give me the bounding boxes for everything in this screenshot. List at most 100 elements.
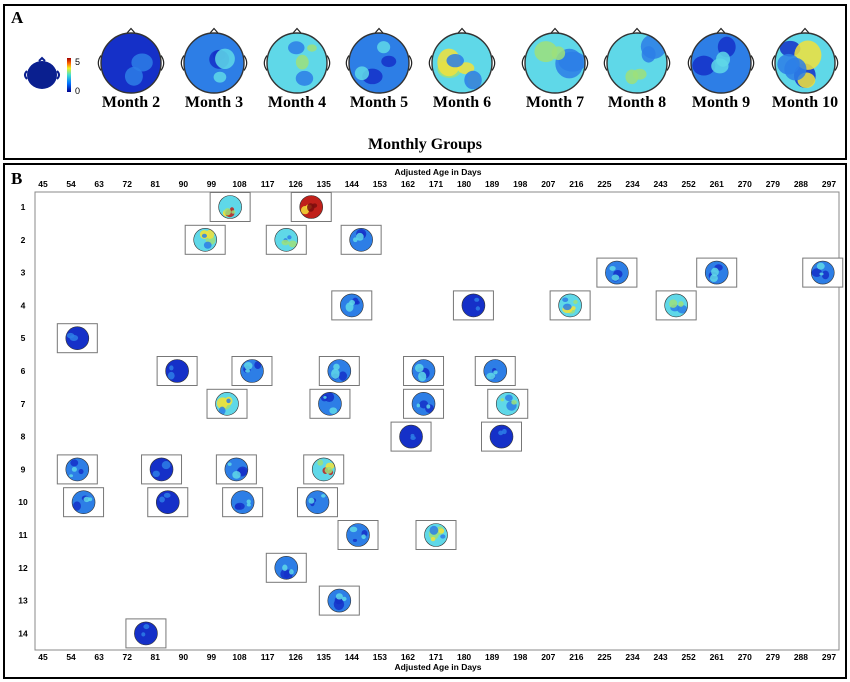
x-tick-bottom: 108 [232, 652, 246, 662]
reference-head-icon [24, 56, 60, 89]
x-tick-top: 297 [822, 179, 836, 189]
topomap-month-2 [97, 27, 165, 94]
topomap-point [474, 356, 516, 386]
y-tick: 13 [18, 596, 28, 606]
x-tick-top: 252 [682, 179, 696, 189]
topomap-point [403, 388, 445, 419]
month-label: Month 2 [101, 94, 161, 111]
x-tick-top: 261 [710, 179, 724, 189]
topomap-month-5 [345, 27, 413, 94]
x-tick-bottom: 261 [710, 652, 724, 662]
y-tick: 11 [19, 530, 28, 540]
x-tick-top: 126 [289, 179, 303, 189]
topomap-point [309, 388, 351, 419]
topomap-point [415, 520, 457, 550]
x-tick-top: 144 [345, 179, 359, 189]
y-tick: 12 [18, 563, 28, 573]
topomap-point [318, 585, 360, 616]
x-tick-top: 81 [151, 179, 161, 189]
x-tick-top: 180 [457, 179, 471, 189]
topomap-month-3 [180, 27, 248, 94]
x-tick-top: 63 [94, 179, 104, 189]
x-tick-bottom: 45 [38, 652, 48, 662]
panel-a-letter: A [11, 8, 24, 27]
x-tick-bottom: 216 [569, 652, 583, 662]
month-label: Month 4 [267, 94, 327, 111]
colorbar [67, 58, 71, 92]
topomap-point [487, 388, 529, 419]
plot-frame [34, 191, 840, 651]
x-tick-bottom: 99 [207, 652, 217, 662]
topomap-point [56, 323, 98, 354]
topomap-point [222, 487, 264, 518]
topomap-point [549, 290, 591, 321]
panel-b: B Adjusted Age in Days Adjusted Age in Da… [3, 163, 847, 679]
topomap-point [655, 290, 697, 321]
topomap-point [63, 487, 105, 518]
x-tick-bottom: 72 [122, 652, 132, 662]
x-tick-top: 270 [738, 179, 752, 189]
x-tick-top: 279 [766, 179, 780, 189]
x-tick-top: 207 [541, 179, 555, 189]
x-tick-bottom: 81 [151, 652, 161, 662]
topomap-point [147, 487, 189, 518]
x-tick-top: 189 [485, 179, 499, 189]
topomap-month-7 [521, 27, 589, 94]
y-tick: 14 [18, 628, 28, 638]
month-label: Month 7 [525, 94, 585, 111]
topomap-point [340, 224, 382, 255]
y-tick: 6 [21, 366, 26, 376]
topomap-point [231, 356, 273, 386]
topomap-point [206, 388, 248, 419]
colorbar-min-label: 0 [75, 86, 80, 96]
topomap-point [390, 421, 432, 452]
x-tick-top: 135 [317, 179, 331, 189]
topomap-point [318, 356, 360, 386]
topomap-point [265, 224, 307, 255]
x-tick-top: 99 [207, 179, 217, 189]
topomap-point [296, 487, 338, 518]
x-tick-bottom: 90 [179, 652, 189, 662]
topomap-point [337, 520, 379, 550]
y-tick: 9 [21, 464, 26, 474]
x-tick-top: 72 [122, 179, 132, 189]
y-tick: 3 [21, 268, 26, 278]
topomap-point [596, 257, 638, 288]
topomap-point [331, 290, 373, 321]
x-tick-top: 45 [38, 179, 48, 189]
x-tick-top: 288 [794, 179, 808, 189]
month-label: Month 9 [691, 94, 751, 111]
topomap-point [802, 257, 844, 288]
x-tick-top: 225 [597, 179, 611, 189]
x-tick-bottom: 135 [317, 652, 331, 662]
x-tick-top: 90 [179, 179, 189, 189]
x-tick-bottom: 279 [766, 652, 780, 662]
topomap-month-6 [428, 27, 496, 94]
month-label: Month 3 [184, 94, 244, 111]
x-tick-top: 216 [569, 179, 583, 189]
x-tick-top: 162 [401, 179, 415, 189]
topomap-point [403, 356, 445, 386]
top-axis-label: Adjusted Age in Days [394, 167, 481, 177]
x-tick-top: 153 [373, 179, 387, 189]
monthly-groups-title: Monthly Groups [368, 136, 482, 153]
x-tick-bottom: 171 [429, 652, 443, 662]
month-label: Month 6 [432, 94, 492, 111]
y-tick: 5 [21, 333, 26, 343]
x-tick-top: 234 [625, 179, 639, 189]
x-tick-top: 117 [261, 179, 275, 189]
topomap-point [696, 257, 738, 288]
topomap-point [215, 454, 257, 485]
topomap-point [141, 454, 183, 485]
x-tick-bottom: 198 [513, 652, 527, 662]
topomap-point [56, 454, 98, 485]
topomap-point [125, 618, 167, 649]
x-tick-bottom: 234 [625, 652, 639, 662]
topomap-point [303, 454, 345, 485]
x-tick-top: 198 [513, 179, 527, 189]
x-tick-top: 108 [232, 179, 246, 189]
y-tick: 7 [21, 399, 26, 409]
topomap-point [265, 552, 307, 583]
x-tick-bottom: 252 [682, 652, 696, 662]
